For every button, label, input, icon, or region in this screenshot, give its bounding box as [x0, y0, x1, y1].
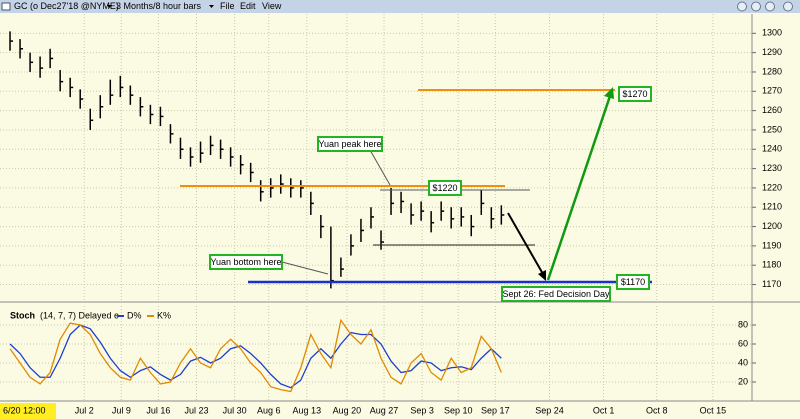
x-tick-label: Jul 30 — [223, 405, 247, 415]
symbol[interactable]: GC (o Dec27'18 @NYME) — [14, 1, 119, 11]
x-tick-label: Aug 13 — [293, 405, 322, 415]
y-tick-label: 20 — [738, 376, 748, 386]
annotation: $1220 — [432, 183, 457, 193]
toolbar — [0, 0, 800, 13]
label-box — [317, 136, 383, 152]
y-tick-label: 80 — [738, 319, 748, 329]
y-tick-label: 1190 — [762, 240, 781, 250]
y-tick-label: 1270 — [762, 86, 782, 96]
y-tick-label: 1200 — [762, 221, 782, 231]
legend-label: K% — [157, 310, 171, 320]
x-tick-label: Oct 1 — [593, 405, 615, 415]
label-box — [501, 286, 611, 302]
window-button[interactable] — [765, 1, 775, 12]
dropdown-arrow[interactable] — [209, 5, 214, 8]
arrow-head — [604, 87, 614, 99]
y-tick-label: 1250 — [762, 124, 782, 134]
x-tick-label: Jul 23 — [185, 405, 209, 415]
stoch-line — [9, 324, 502, 389]
x-tick-label: Jul 2 — [75, 405, 94, 415]
cursor-label-box — [0, 403, 56, 419]
window-button[interactable] — [783, 1, 793, 12]
annotations: $1270 $1220 $1170 Sept 26: Fed Decision … — [180, 86, 652, 302]
indicator-params: (14, 7, 7) Delayed e — [40, 310, 119, 320]
x-tick-label: Sep 17 — [481, 405, 510, 415]
annotation: $1170 — [621, 277, 645, 287]
label-box — [209, 254, 283, 270]
arrow — [507, 212, 544, 275]
annotation: $1270 — [622, 89, 647, 99]
x-tick-label: Aug 27 — [370, 405, 399, 415]
y-tick-label: 1300 — [762, 28, 782, 38]
plot-layer: Jul 2 Jul 9 Jul 16 Jul 23 Jul 30 Aug 6 Aug 13 A… — [0, 14, 782, 415]
y-tick-label: 1260 — [762, 105, 782, 115]
y-tick-label: 1210 — [762, 202, 782, 212]
y-tick-label: 1280 — [762, 66, 782, 76]
x-tick-label: Oct 15 — [700, 405, 727, 415]
period[interactable]: 3 Months/8 hour bars — [116, 1, 202, 11]
y-tick-label: 60 — [738, 338, 748, 348]
y-tick-label: 1230 — [762, 163, 782, 173]
pointer — [281, 261, 329, 275]
x-tick-label: Aug 20 — [333, 405, 362, 415]
menu-icon[interactable] — [1, 2, 11, 11]
y-tick-label: 40 — [738, 357, 748, 367]
menu-item[interactable]: Edit — [240, 1, 256, 11]
y-tick-label: 1240 — [762, 144, 782, 154]
window-button[interactable] — [751, 1, 761, 12]
dropdown-arrow[interactable] — [107, 5, 112, 8]
menu-item[interactable]: View — [262, 1, 282, 11]
arrow-head — [538, 270, 546, 281]
annotation: Yuan peak here — [318, 139, 381, 149]
annotation: Yuan bottom here — [210, 257, 281, 267]
y-tick-label: 1170 — [762, 279, 781, 289]
y-tick-label: 1220 — [762, 182, 782, 192]
legend-label: D% — [127, 310, 142, 320]
x-tick-label: Sep 10 — [444, 405, 473, 415]
x-tick-label: Sep 3 — [410, 405, 434, 415]
menu-item[interactable]: File — [220, 1, 235, 11]
pointer — [369, 149, 391, 186]
x-tick-label: Jul 9 — [112, 405, 131, 415]
label-box — [428, 180, 462, 196]
arrow — [546, 95, 612, 281]
label-box — [618, 86, 652, 102]
x-tick-label: Oct 8 — [646, 405, 668, 415]
window-button[interactable] — [737, 1, 747, 12]
x-tick-label: Aug 6 — [257, 405, 281, 415]
x-tick-label: Jul 16 — [146, 405, 170, 415]
y-tick-label: 1180 — [762, 260, 781, 270]
indicator-title: Stoch — [10, 310, 35, 320]
cursor-label: 6/20 12:00 — [3, 405, 46, 415]
stoch-line — [9, 318, 502, 393]
y-tick-label: 1290 — [762, 47, 782, 57]
x-tick-label: Sep 24 — [535, 405, 564, 415]
label-box — [616, 274, 650, 290]
annotation: Sept 26: Fed Decision Day — [502, 289, 610, 299]
